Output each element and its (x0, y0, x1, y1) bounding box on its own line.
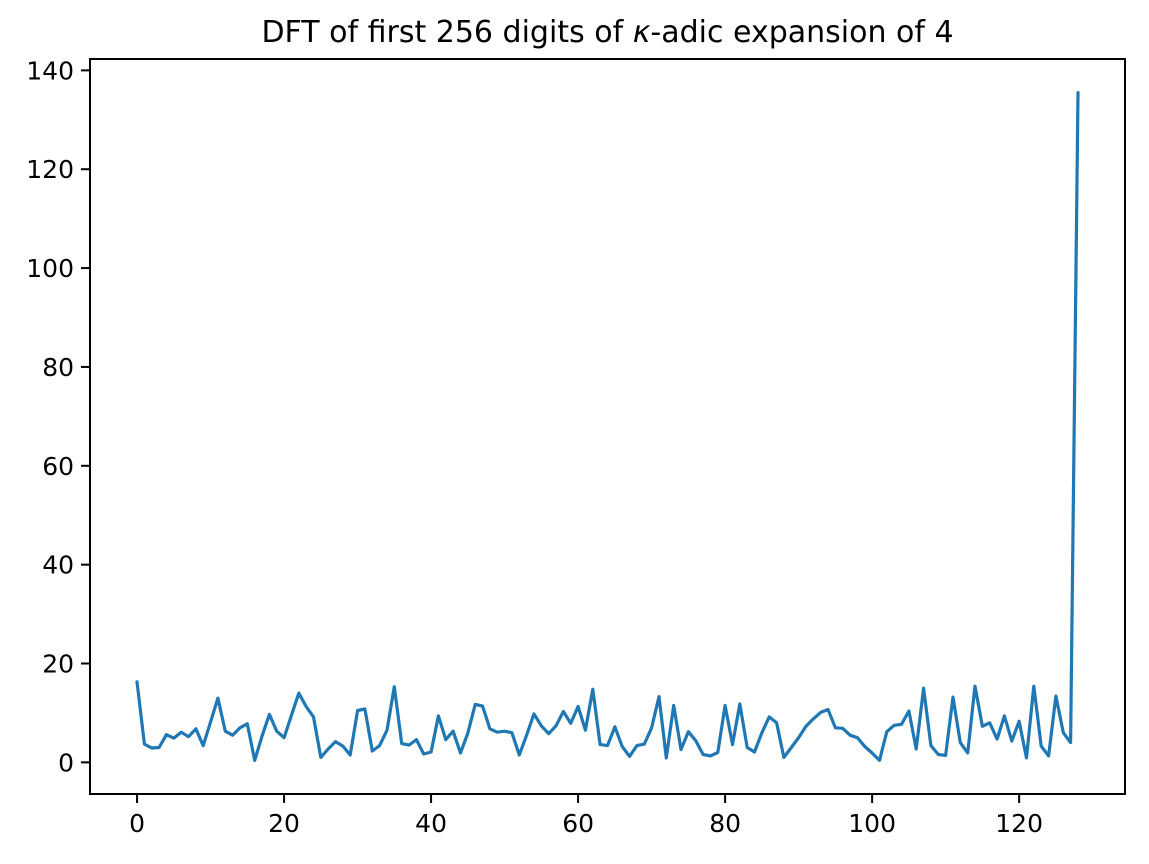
x-tick-label: 60 (562, 809, 594, 838)
dft-magnitude-line (135, 90, 1080, 763)
x-tick-label: 0 (129, 809, 145, 838)
y-tick-label: 80 (42, 353, 74, 382)
x-tick-label: 120 (995, 809, 1043, 838)
y-tick-label: 120 (26, 155, 74, 184)
y-tick-label: 60 (42, 452, 74, 481)
x-tick-label: 20 (268, 809, 300, 838)
x-axis: 0 20 40 60 80 100 120 (129, 794, 1043, 838)
y-tick-label: 40 (42, 551, 74, 580)
y-tick-label: 0 (58, 748, 74, 777)
plot-border (89, 58, 1126, 795)
y-tick-label: 140 (26, 56, 74, 85)
y-axis: 0 20 40 60 80 100 120 140 (26, 56, 90, 777)
y-tick-label: 100 (26, 254, 74, 283)
x-tick-label: 80 (709, 809, 741, 838)
chart-title: DFT of first 256 digits of κ-adic expans… (261, 15, 953, 50)
x-tick-label: 40 (415, 809, 447, 838)
x-tick-label: 100 (848, 809, 896, 838)
y-tick-label: 20 (42, 650, 74, 679)
